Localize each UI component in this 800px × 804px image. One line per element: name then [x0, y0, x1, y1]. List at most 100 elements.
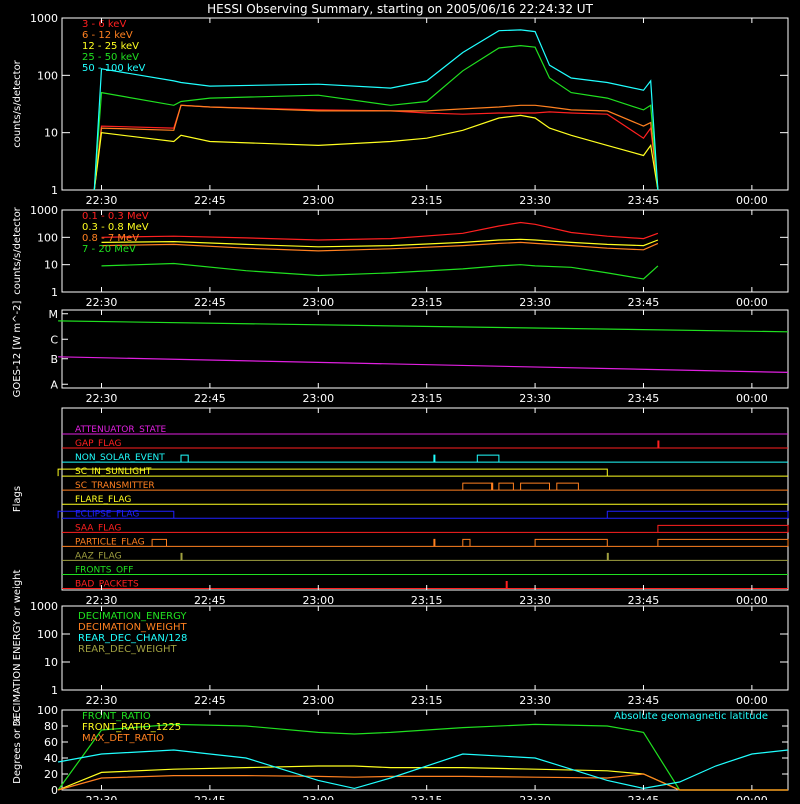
- y-axis-label: Flags: [12, 486, 23, 512]
- flag-step: [433, 454, 436, 463]
- x-tick-label: 22:30: [86, 194, 118, 207]
- legend-entry: REAR_DEC_CHAN/128: [78, 633, 187, 644]
- y-tick-label: 100: [37, 69, 58, 82]
- y-tick-label: A: [50, 378, 58, 391]
- y-tick-label: 100: [37, 628, 58, 641]
- x-tick-label: 23:00: [302, 794, 334, 800]
- flag-step: [57, 468, 608, 477]
- x-tick-label: 23:15: [411, 794, 443, 800]
- x-tick-label: 00:00: [736, 594, 768, 607]
- x-tick-label: 23:15: [411, 694, 443, 707]
- x-tick-label: 23:30: [519, 296, 551, 309]
- series-line: [93, 114, 659, 191]
- x-tick-label: 22:45: [194, 594, 226, 607]
- x-tick-label: 23:45: [628, 194, 660, 207]
- series-line: [93, 29, 659, 191]
- legend-entry: 7 - 20 MeV: [82, 244, 136, 255]
- panel-frame-goes: [61, 309, 789, 389]
- legend-entry: 6 - 12 keV: [82, 30, 133, 41]
- y-axis-label: counts/s/detector: [12, 59, 23, 147]
- legend-entry: 25 - 50 keV: [82, 52, 139, 63]
- x-tick-label: 23:30: [519, 594, 551, 607]
- x-tick-label: 23:45: [628, 296, 660, 309]
- legend-entry: MAX_DET_RATIO: [82, 733, 164, 744]
- flag-label: ATTENUATOR_STATE: [75, 425, 167, 435]
- flag-label: ECLIPSE_FLAG: [75, 509, 139, 519]
- flag-step: [498, 482, 514, 491]
- series-line: [101, 262, 659, 280]
- flag-step: [57, 510, 175, 519]
- x-tick-label: 23:45: [628, 392, 660, 405]
- x-tick-label: 22:30: [86, 794, 118, 800]
- flag-label: BAD_PACKETS: [75, 580, 139, 590]
- flag-step: [606, 552, 609, 561]
- flag-step: [462, 538, 471, 547]
- x-tick-label: 00:00: [736, 794, 768, 800]
- flag-step: [657, 538, 789, 547]
- legend-entry: DECIMATION_ENERGY: [78, 611, 187, 622]
- flag-step: [180, 454, 189, 463]
- x-tick-label: 23:45: [628, 594, 660, 607]
- y-tick-label: 0: [51, 784, 58, 797]
- y-tick-label: C: [50, 333, 58, 346]
- x-tick-label: 23:15: [411, 392, 443, 405]
- x-tick-label: 00:00: [736, 392, 768, 405]
- y-tick-label: 10: [44, 656, 58, 669]
- flag-step: [657, 524, 789, 533]
- flag-label: SC_IN_SUNLIGHT: [75, 467, 152, 477]
- y-tick-label: 1000: [30, 12, 58, 25]
- x-tick-label: 23:00: [302, 194, 334, 207]
- y-tick-label: 1: [51, 184, 58, 197]
- x-tick-label: 23:00: [302, 392, 334, 405]
- x-tick-label: 22:45: [194, 694, 226, 707]
- y-tick-label: 1000: [30, 204, 58, 217]
- y-axis-label: GOES-12 [W m^-2]: [12, 301, 23, 398]
- series-line: [58, 356, 789, 373]
- x-tick-label: 22:45: [194, 194, 226, 207]
- y-tick-label: 1: [51, 286, 58, 299]
- legend-entry: FRONT_RATIO_1225: [82, 722, 181, 733]
- y-tick-label: B: [50, 353, 58, 366]
- x-tick-label: 23:15: [411, 194, 443, 207]
- flag-step: [520, 482, 550, 491]
- x-tick-label: 23:00: [302, 694, 334, 707]
- flag-label: FLARE_FLAG: [75, 495, 131, 505]
- flag-label: SC_TRANSMITTER: [75, 481, 155, 491]
- panel-frame-xray-low: [61, 17, 789, 191]
- legend-entry: 0.3 - 0.8 MeV: [82, 222, 149, 233]
- x-tick-label: 22:30: [86, 694, 118, 707]
- series-line: [93, 44, 659, 191]
- x-tick-label: 22:45: [194, 794, 226, 800]
- series-line: [101, 221, 659, 241]
- legend-entry: DECIMATION_WEIGHT: [78, 622, 187, 633]
- x-tick-label: 22:30: [86, 392, 118, 405]
- y-axis-label: DECIMATION ENERGY or weight: [12, 569, 23, 726]
- legend-entry: 12 - 25 keV: [82, 41, 139, 52]
- annotation: Absolute geomagnetic latitude: [614, 711, 768, 722]
- x-tick-label: 23:30: [519, 694, 551, 707]
- series-line: [101, 238, 659, 248]
- x-tick-label: 22:30: [86, 594, 118, 607]
- legend-entry: 0.1 - 0.3 MeV: [82, 211, 149, 222]
- legend-entry: 50 - 100 keV: [82, 63, 146, 74]
- flag-step: [180, 552, 183, 561]
- x-tick-label: 00:00: [736, 694, 768, 707]
- y-tick-label: 100: [37, 704, 58, 717]
- flag-step: [433, 538, 436, 547]
- y-tick-label: M: [49, 308, 59, 321]
- series-line: [93, 104, 659, 191]
- x-tick-label: 00:00: [736, 296, 768, 309]
- x-tick-label: 22:45: [194, 392, 226, 405]
- y-tick-label: 1: [51, 684, 58, 697]
- series-line: [57, 749, 789, 790]
- y-tick-label: 80: [44, 720, 58, 733]
- x-tick-label: 23:30: [519, 194, 551, 207]
- y-axis-label: counts/s/detector: [12, 206, 23, 294]
- x-tick-label: 22:45: [194, 296, 226, 309]
- x-tick-label: 23:30: [519, 392, 551, 405]
- page-title: HESSI Observing Summary, starting on 200…: [207, 2, 593, 16]
- x-tick-label: 00:00: [736, 194, 768, 207]
- flag-label: PARTICLE_FLAG: [75, 537, 145, 547]
- y-tick-label: 40: [44, 752, 58, 765]
